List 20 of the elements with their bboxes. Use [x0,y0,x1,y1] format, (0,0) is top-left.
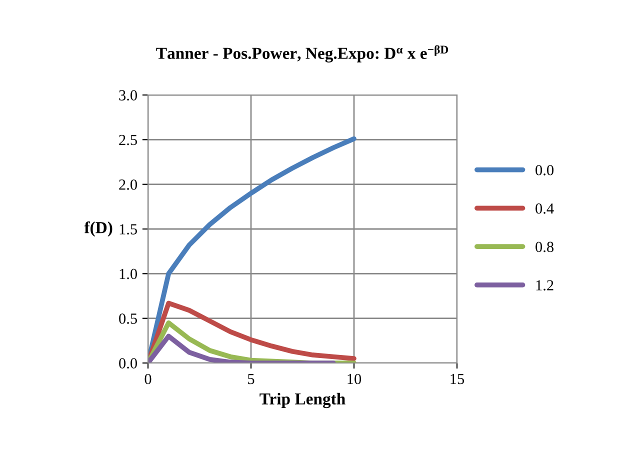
x-tick-label: 5 [248,374,254,384]
y-axis-title: f(D) [84,221,112,237]
x-tick-label: 15 [450,374,464,384]
legend-label: 0.4 [536,203,554,214]
y-tick-label: 1.5 [120,224,137,235]
legend-label: 1.2 [536,280,554,291]
y-tick-label: 0.0 [119,358,137,369]
legend-label: 0.0 [536,164,554,176]
y-tick-label: 2.5 [119,134,137,146]
chart-title: Tanner - Pos.Power, Neg.Expo: D$^{α}$ x e$^{−βD}$ [156,45,448,62]
y-tick-label: 3.0 [119,90,137,101]
y-tick-label: 2.0 [119,179,137,190]
x-tick-label: 0 [144,374,152,384]
line-series [148,334,336,363]
line-series [148,300,356,363]
y-tick-label: 0.5 [119,313,137,324]
legend-label: 0.8 [536,242,554,252]
y-tick-label: 1.0 [120,268,137,280]
x-tick-label: 10 [348,374,362,384]
x-axis-title: Trip Length [260,392,346,408]
